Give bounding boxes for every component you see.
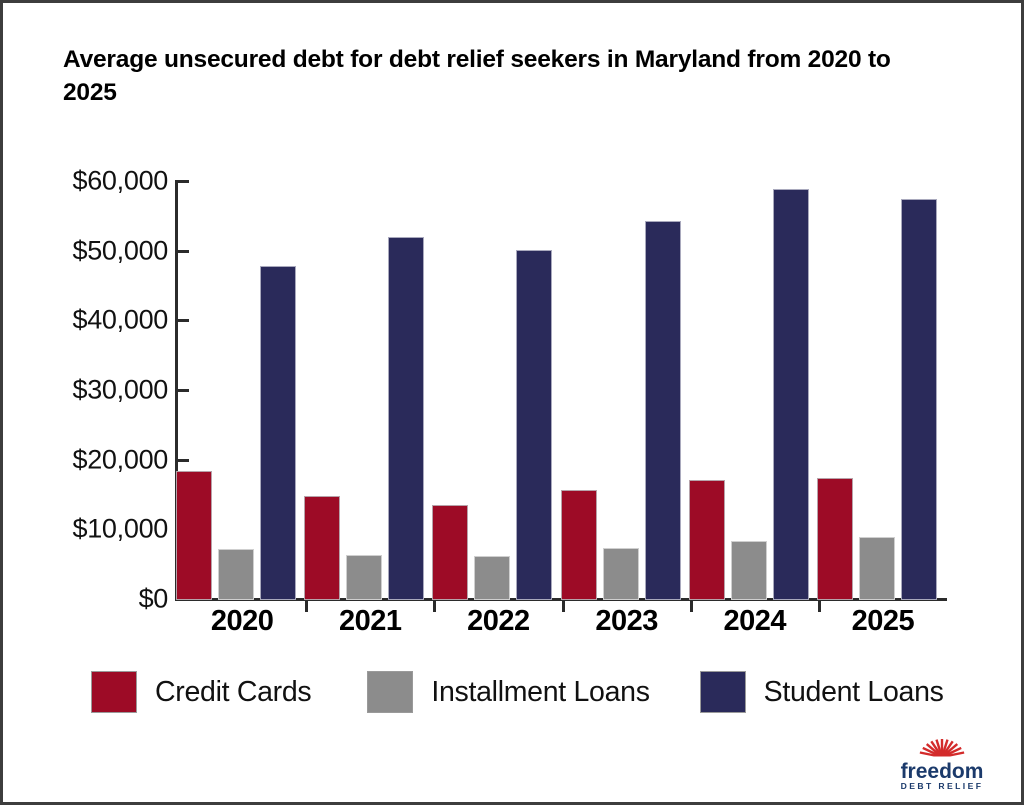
bar-2024-student-loans	[772, 188, 809, 600]
legend-swatch-install	[367, 671, 414, 713]
bar-2021-student-loans	[388, 237, 425, 600]
bar-2023-student-loans	[644, 221, 681, 600]
x-tick-mark	[817, 600, 821, 612]
chart-legend: Credit Cards Installment Loans Student Loa…	[91, 671, 944, 713]
bar-2021-credit-cards	[304, 496, 341, 600]
bar-2024-credit-cards	[688, 480, 725, 600]
y-tick-label: $50,000	[72, 235, 169, 266]
x-tick-mark	[433, 600, 437, 612]
legend-label: Credit Cards	[155, 675, 312, 708]
y-tick-label: $30,000	[72, 374, 169, 405]
bar-2020-credit-cards	[176, 471, 213, 600]
bar-groups	[176, 3, 947, 808]
legend-swatch-student	[699, 671, 746, 713]
bar-2023-credit-cards	[560, 489, 597, 600]
bar-2023-installment-loans	[602, 548, 639, 600]
y-tick-mark	[175, 458, 189, 462]
logo-tagline: DEBT RELIEF	[901, 781, 984, 791]
y-tick-label: $20,000	[72, 444, 169, 475]
x-tick-label: 2025	[851, 605, 915, 637]
y-tick-mark	[175, 319, 189, 323]
y-tick-mark	[175, 180, 189, 183]
bar-2025-student-loans	[900, 199, 937, 600]
sunburst-icon	[915, 739, 969, 760]
y-axis-tick-labels: $0 $10,000 $20,000 $30,000 $40,000 $50,000 $60…	[33, 3, 169, 808]
legend-label: Student Loans	[763, 675, 944, 708]
y-tick-label: $60,000	[72, 165, 169, 196]
bar-2020-student-loans	[260, 266, 297, 600]
x-tick-label: 2020	[210, 605, 274, 637]
bar-2024-installment-loans	[730, 540, 767, 600]
bar-2025-credit-cards	[816, 478, 853, 600]
x-tick-mark	[689, 600, 693, 612]
legend-item-student[interactable]: Student Loans	[699, 671, 944, 713]
x-tick-label: 2021	[338, 605, 402, 637]
y-tick-mark	[175, 249, 189, 253]
legend-item-install[interactable]: Installment Loans	[367, 671, 650, 713]
x-tick-label: 2023	[595, 605, 658, 637]
legend-label: Installment Loans	[431, 675, 650, 708]
plot-area: $0 $10,000 $20,000 $30,000 $40,000 $50,000 $60…	[3, 3, 1024, 808]
x-tick-mark	[305, 600, 309, 612]
x-tick-mark	[561, 600, 565, 612]
bar-2025-installment-loans	[858, 537, 895, 600]
y-tick-mark	[175, 389, 189, 392]
bar-2021-installment-loans	[346, 555, 383, 600]
y-tick-label: $10,000	[72, 513, 169, 544]
y-tick-label: $0	[138, 583, 169, 614]
x-tick-label: 2024	[723, 605, 786, 637]
chart-title: Average unsecured debt for debt relief s…	[63, 46, 891, 107]
x-tick-label: 2022	[467, 605, 530, 637]
legend-swatch-credit	[91, 671, 137, 713]
freedom-debt-relief-logo: freedom DEBT RELIEF	[881, 734, 1003, 794]
legend-item-credit[interactable]: Credit Cards	[91, 671, 312, 713]
logo-wordmark: freedom	[901, 760, 984, 783]
bar-2020-installment-loans	[218, 549, 255, 600]
bar-2022-credit-cards	[432, 504, 469, 600]
y-tick-label: $40,000	[72, 304, 169, 335]
bar-2022-student-loans	[516, 250, 553, 600]
bar-2022-installment-loans	[474, 556, 511, 600]
